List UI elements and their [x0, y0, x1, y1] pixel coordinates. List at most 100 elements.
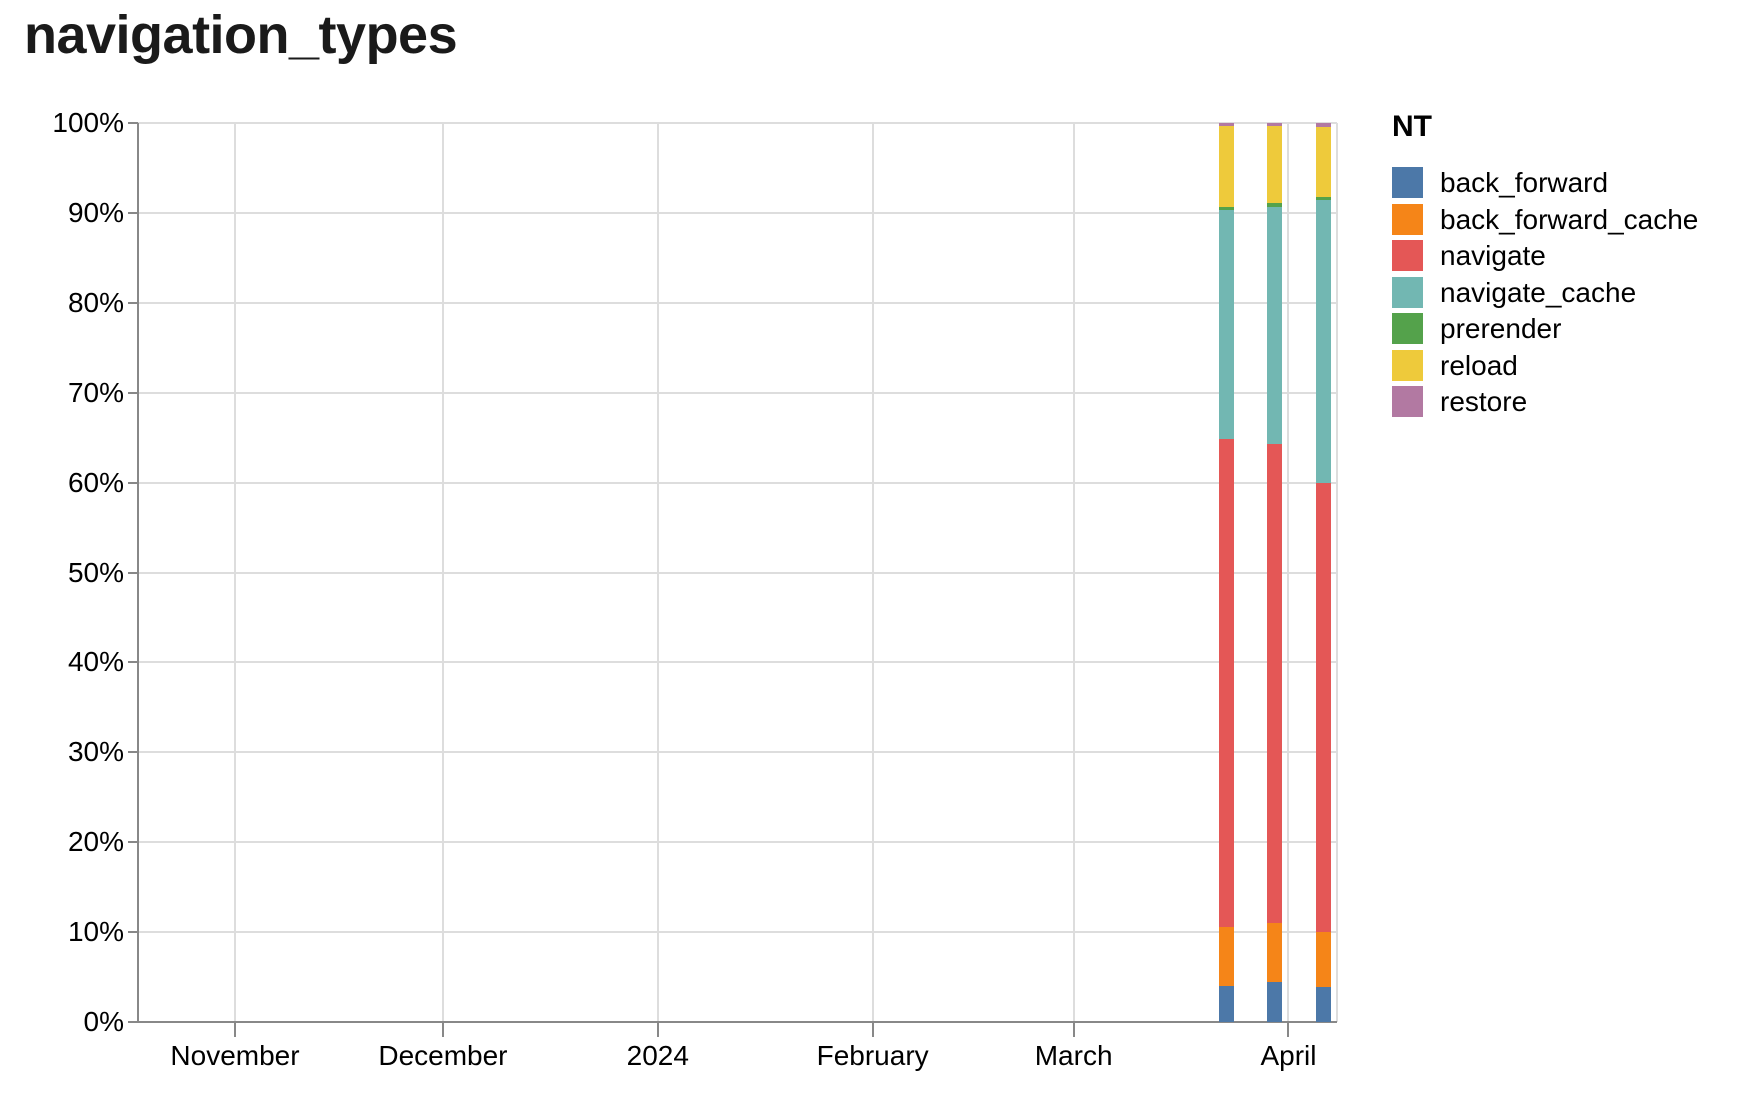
legend-item-back_forward_cache: back_forward_cache — [1392, 203, 1699, 235]
x-axis-tick — [656, 1022, 659, 1037]
y-axis-tick — [128, 841, 138, 844]
legend-item-label: back_forward_cache — [1440, 203, 1699, 235]
chart-title: navigation_types — [24, 5, 458, 65]
y-axis-tick — [128, 931, 138, 934]
y-axis-tick-label: 70% — [67, 376, 124, 408]
x-axis-tick-label: November — [170, 1040, 300, 1071]
legend-swatch-restore — [1392, 386, 1423, 417]
gridline-horizontal — [138, 391, 1337, 394]
x-axis-tick-label: March — [1034, 1040, 1113, 1071]
x-axis-domain-line — [138, 1021, 1337, 1023]
bar-segment-navigate_cache[interactable] — [1267, 206, 1283, 444]
legend-swatch-prerender — [1392, 313, 1423, 344]
gridline-horizontal — [138, 481, 1337, 484]
gridline-vertical — [871, 123, 874, 1022]
y-axis-tick-label: 40% — [67, 646, 124, 678]
x-axis-tick-label: 2024 — [626, 1040, 689, 1071]
legend-item-back_forward: back_forward — [1392, 167, 1698, 198]
legend-item-navigate: navigate — [1392, 240, 1698, 271]
y-axis-tick-label: 10% — [67, 916, 124, 948]
bar-segment-back_forward[interactable] — [1267, 982, 1283, 1022]
bar-segment-navigate_cache[interactable] — [1315, 200, 1331, 484]
y-axis-tick-label: 0% — [83, 1006, 124, 1037]
legend-item-label: reload — [1440, 349, 1518, 381]
bar-segment-navigate[interactable] — [1267, 443, 1283, 924]
gridline-horizontal — [138, 751, 1337, 754]
y-axis-domain-line — [137, 123, 139, 1023]
x-axis-tick — [441, 1022, 444, 1037]
y-axis-tick-label: 30% — [67, 736, 124, 768]
legend-item-restore: restore — [1392, 386, 1698, 417]
bar-segment-back_forward_cache[interactable] — [1315, 932, 1331, 987]
y-axis-tick — [128, 571, 138, 574]
plot-right-border — [1336, 123, 1338, 1022]
bar-segment-restore[interactable] — [1267, 123, 1283, 127]
legend-item-label: prerender — [1440, 313, 1562, 344]
bar-segment-navigate_cache[interactable] — [1218, 210, 1234, 439]
bar-segment-prerender[interactable] — [1218, 207, 1234, 211]
y-axis-tick-label: 50% — [67, 556, 124, 588]
legend-swatch-reload — [1392, 349, 1423, 381]
bar-segment-restore[interactable] — [1218, 123, 1234, 127]
gridline-vertical — [656, 123, 659, 1022]
y-axis-tick-label: 100% — [52, 107, 124, 138]
legend-item-label: navigate — [1440, 240, 1546, 271]
y-axis-tick — [128, 211, 138, 214]
y-axis-tick — [128, 661, 138, 664]
gridline-vertical — [441, 123, 444, 1022]
gridline-horizontal — [138, 571, 1337, 574]
bar-segment-back_forward[interactable] — [1218, 986, 1234, 1022]
bar-segment-prerender[interactable] — [1315, 196, 1331, 201]
y-axis-tick — [128, 391, 138, 394]
legend-item-prerender: prerender — [1392, 313, 1698, 344]
legend-item-navigate_cache: navigate_cache — [1392, 276, 1698, 308]
legend-item-reload: reload — [1392, 349, 1698, 381]
x-axis-tick — [234, 1022, 237, 1037]
y-axis-tick-label: 90% — [67, 196, 124, 228]
legend-items: back_forward back_forward_cache navigate na… — [1392, 167, 1698, 417]
y-axis-tick — [128, 1021, 138, 1023]
x-axis-tick — [1072, 1022, 1075, 1037]
gridline-horizontal — [138, 841, 1337, 844]
gridline-vertical — [234, 123, 237, 1022]
gridline-horizontal — [138, 122, 1337, 124]
y-axis-tick-label: 80% — [67, 286, 124, 318]
y-axis-tick — [128, 122, 138, 124]
x-axis-tick-label: February — [816, 1040, 929, 1071]
bar-segment-back_forward_cache[interactable] — [1267, 923, 1283, 983]
bar-segment-back_forward[interactable] — [1315, 986, 1331, 1022]
legend-swatch-navigate_cache — [1392, 276, 1423, 308]
gridline-horizontal — [138, 211, 1337, 214]
legend-title: NT — [1392, 110, 1432, 143]
gridline-horizontal — [138, 931, 1337, 934]
x-axis-tick-label: December — [378, 1040, 508, 1071]
x-axis-tick — [1287, 1022, 1290, 1037]
bar-segment-back_forward_cache[interactable] — [1218, 926, 1234, 987]
y-axis-tick-label: 20% — [67, 826, 124, 858]
gridline-horizontal — [138, 661, 1337, 664]
x-axis-tick-label: April — [1260, 1040, 1317, 1071]
bar-segment-reload[interactable] — [1267, 126, 1283, 204]
bar-segment-prerender[interactable] — [1267, 203, 1283, 207]
legend-item-label: navigate_cache — [1440, 276, 1637, 308]
y-axis-tick — [128, 301, 138, 304]
legend-swatch-back_forward — [1392, 167, 1423, 198]
bar-segment-reload[interactable] — [1315, 126, 1331, 197]
legend-item-label: back_forward — [1440, 167, 1609, 198]
y-axis-tick-label: 60% — [67, 466, 124, 498]
legend-item-label: restore — [1440, 386, 1528, 417]
legend-swatch-navigate — [1392, 240, 1423, 271]
y-axis-tick — [128, 751, 138, 754]
bar-segment-reload[interactable] — [1218, 126, 1234, 208]
legend-swatch-back_forward_cache — [1392, 203, 1423, 235]
gridline-horizontal — [138, 301, 1337, 304]
x-axis-tick — [871, 1022, 874, 1037]
bar-segment-navigate[interactable] — [1315, 483, 1331, 933]
gridline-vertical — [1072, 123, 1075, 1022]
bar-segment-restore[interactable] — [1315, 123, 1331, 127]
bar-segment-navigate[interactable] — [1218, 438, 1234, 927]
y-axis-tick — [128, 481, 138, 484]
gridline-vertical — [1287, 123, 1290, 1022]
